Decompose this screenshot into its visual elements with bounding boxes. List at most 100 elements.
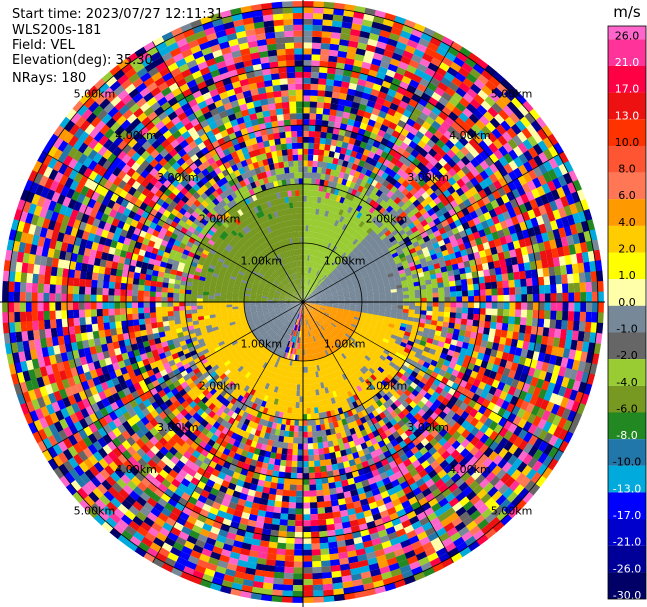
radar-gate	[471, 245, 479, 254]
radar-gate	[330, 289, 337, 293]
radar-gate	[364, 242, 371, 250]
radar-gate	[359, 97, 370, 106]
radar-gate	[595, 260, 603, 272]
radar-gate	[370, 335, 378, 341]
radar-gate	[388, 245, 396, 253]
radar-gate	[315, 269, 319, 276]
radar-gate	[372, 225, 380, 233]
radar-gate	[313, 306, 320, 309]
radar-gate	[326, 262, 331, 269]
radar-gate	[497, 308, 504, 317]
radar-gate	[443, 224, 452, 233]
radar-gate	[314, 250, 318, 257]
radar-gate	[567, 311, 575, 322]
radar-gate	[496, 381, 506, 392]
radar-gate	[512, 331, 520, 341]
radar-gate	[430, 320, 438, 326]
radar-gate	[308, 303, 315, 305]
radar-gate	[315, 119, 323, 126]
radar-gate	[373, 294, 380, 298]
radar-gate	[351, 265, 359, 271]
radar-gate	[346, 280, 353, 285]
radar-gate	[451, 77, 464, 88]
radar-gate	[549, 373, 559, 385]
radar-gate	[386, 254, 394, 261]
radar-gate	[341, 285, 348, 290]
radar-gate	[597, 281, 604, 293]
radar-gate	[464, 266, 472, 274]
radar-gate	[510, 123, 522, 136]
radar-gate	[307, 449, 314, 456]
radar-gate	[416, 63, 429, 74]
radar-gate	[332, 303, 339, 305]
radar-gate	[479, 179, 489, 190]
radar-gate	[491, 364, 500, 374]
radar-gate	[332, 278, 339, 284]
radar-gate	[441, 36, 455, 47]
radar-gate	[383, 248, 390, 255]
radar-gate	[309, 513, 319, 521]
radar-gate	[523, 262, 531, 272]
radar-gate	[344, 130, 353, 138]
radar-gate	[349, 221, 356, 229]
radar-gate	[337, 265, 343, 271]
radar-gate	[346, 258, 353, 265]
radar-gate	[312, 275, 316, 281]
radar-gate	[331, 505, 340, 513]
radar-gate	[401, 180, 410, 189]
radar-gate	[430, 253, 438, 261]
radar-gate	[345, 94, 355, 102]
radar-gate	[330, 38, 341, 45]
radar-gate	[434, 330, 442, 337]
radar-gate	[493, 238, 502, 248]
radar-gate	[308, 296, 314, 300]
radar-gate	[291, 590, 303, 598]
radar-gate	[396, 284, 403, 290]
radar-gate	[481, 333, 489, 342]
radar-gate	[480, 374, 489, 385]
radar-gate	[497, 302, 504, 310]
radar-gate	[312, 268, 316, 275]
radar-gate	[296, 390, 300, 397]
radar-gate	[572, 273, 580, 284]
radar-gate	[381, 324, 389, 330]
radar-gate	[334, 283, 341, 288]
radar-gate	[504, 393, 514, 404]
radar-gate	[541, 213, 551, 225]
radar-gate	[548, 157, 559, 170]
radar-gate	[379, 192, 387, 200]
radar-gate	[375, 237, 383, 245]
radar-gate	[545, 401, 555, 413]
radar-gate	[308, 297, 315, 300]
radar-gate	[358, 36, 370, 45]
radar-gate	[339, 243, 345, 250]
radar-gate	[544, 221, 553, 233]
radar-gate	[286, 525, 296, 532]
radar-gate	[288, 431, 294, 438]
radar-gate	[334, 262, 340, 269]
radar-gate	[507, 208, 517, 219]
radar-gate	[551, 346, 559, 357]
radar-gate	[470, 225, 479, 234]
radar-gate	[352, 65, 363, 74]
radar-gate	[339, 215, 345, 223]
radar-gate	[331, 238, 337, 245]
radar-gate	[314, 298, 321, 301]
radar-gate	[580, 292, 587, 303]
radar-gate	[303, 71, 312, 78]
radar-gate	[324, 310, 331, 314]
radar-gate	[328, 264, 334, 271]
radar-gate	[577, 360, 586, 373]
radar-gate	[509, 294, 516, 303]
radar-gate	[434, 246, 442, 254]
radar-gate	[331, 218, 337, 226]
radar-gate	[572, 320, 580, 332]
radar-gate	[466, 72, 478, 84]
radar-gate	[339, 320, 346, 325]
radar-gate	[464, 330, 472, 338]
radar-gate	[359, 316, 366, 321]
radar-gate	[360, 238, 367, 245]
radar-gate	[329, 145, 337, 152]
radar-gate	[397, 295, 404, 299]
radar-gate	[527, 135, 539, 148]
